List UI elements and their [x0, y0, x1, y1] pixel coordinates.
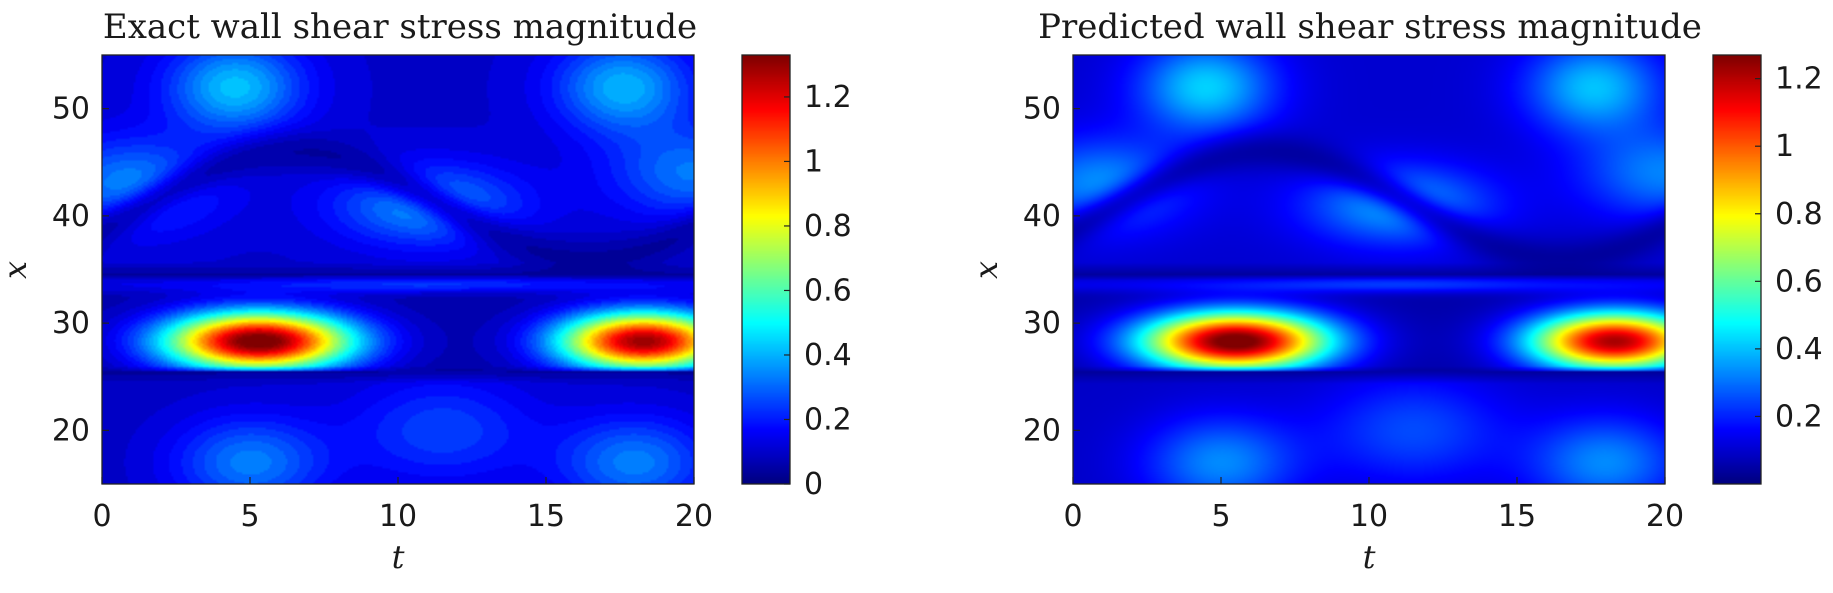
colorbar-image	[742, 55, 790, 484]
y-ticks: 20 30 40 50	[52, 92, 109, 448]
y-axis-label: x	[967, 261, 1005, 279]
colorbar-ticks: 0.2 0.4 0.6 0.8 1 1.2	[1755, 62, 1823, 434]
y-tick-label: 50	[1023, 92, 1061, 127]
colorbar-tick-label: 0.2	[804, 402, 852, 437]
colorbar-tick-label: 1.2	[804, 80, 852, 115]
colorbar-tick-label: 0.4	[1775, 332, 1823, 367]
y-tick-label: 40	[1023, 199, 1061, 234]
chart-title: Predicted wall shear stress magnitude	[1038, 7, 1702, 47]
colorbar-tick-label: 0.6	[804, 273, 852, 308]
colorbar-ticks: 0 0.2 0.4 0.6 0.8 1 1.2	[784, 80, 852, 502]
heatmap-image	[1073, 55, 1665, 484]
colorbar-tick-label: 0.8	[1775, 197, 1823, 232]
colorbar-tick-label: 0	[804, 467, 823, 502]
y-tick-label: 20	[1023, 413, 1061, 448]
x-tick-label: 20	[675, 499, 713, 534]
colorbar-tick-label: 1	[1775, 129, 1794, 164]
colorbar-tick-label: 0.4	[804, 338, 852, 373]
x-ticks: 0 5 10 15 20	[92, 477, 713, 534]
panel-predicted: Predicted wall shear stress magnitude 0 5…	[967, 7, 1823, 576]
colorbar-tick-label: 0.6	[1775, 264, 1823, 299]
colorbar-image	[1713, 55, 1761, 484]
x-axis-label: t	[1363, 538, 1376, 576]
chart-title: Exact wall shear stress magnitude	[103, 7, 697, 47]
x-tick-label: 5	[1211, 499, 1230, 534]
y-tick-label: 30	[1023, 306, 1061, 341]
x-tick-label: 10	[379, 499, 417, 534]
y-tick-label: 50	[52, 92, 90, 127]
x-tick-label: 0	[92, 499, 111, 534]
x-tick-label: 0	[1063, 499, 1082, 534]
x-tick-label: 20	[1646, 499, 1684, 534]
x-tick-label: 10	[1350, 499, 1388, 534]
x-tick-label: 15	[1498, 499, 1536, 534]
colorbar-frame	[1712, 54, 1762, 485]
y-ticks: 20 30 40 50	[1023, 92, 1080, 448]
y-tick-label: 30	[52, 306, 90, 341]
x-ticks: 0 5 10 15 20	[1063, 477, 1684, 534]
x-tick-label: 5	[240, 499, 259, 534]
colorbar-tick-label: 0.2	[1775, 399, 1823, 434]
y-tick-label: 20	[52, 413, 90, 448]
colorbar-tick-label: 1.2	[1775, 62, 1823, 97]
x-tick-label: 15	[527, 499, 565, 534]
colorbar-frame	[741, 54, 791, 485]
heatmap-image	[102, 55, 694, 484]
x-axis-label: t	[392, 538, 405, 576]
colorbar-tick-label: 1	[804, 144, 823, 179]
panel-exact: Exact wall shear stress magnitude 0 5 10 15…	[0, 7, 852, 576]
y-tick-label: 40	[52, 199, 90, 234]
colorbar-tick-label: 0.8	[804, 209, 852, 244]
y-axis-label: x	[0, 261, 34, 279]
